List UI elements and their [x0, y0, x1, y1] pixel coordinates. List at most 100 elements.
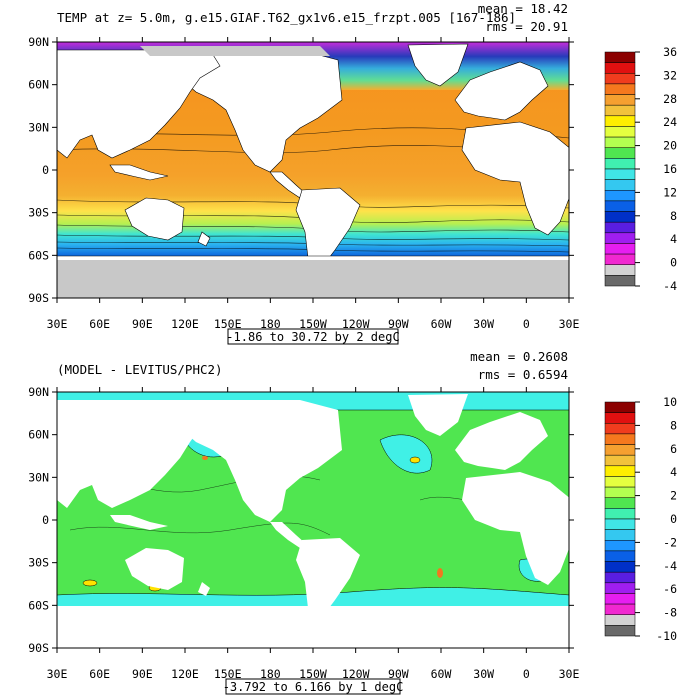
- stat-rms: rms = 20.91: [485, 19, 568, 34]
- colorbar-swatch: [604, 401, 636, 413]
- lon-tick-label: 90W: [388, 317, 409, 331]
- stat-rms: rms = 0.6594: [478, 367, 568, 382]
- lat-tick-label: 60S: [28, 598, 49, 612]
- colorbar-swatch: [604, 454, 636, 467]
- map-axes: 90N 60N 30N 0 30S 60S 90S 30E 60E 90E 120E 150E 180 1…: [28, 35, 579, 331]
- lon-tick-label: 0: [523, 667, 530, 681]
- range-label-box: [225, 678, 401, 695]
- colorbar-tick-label: -4: [663, 279, 677, 293]
- colorbar-swatch: [604, 529, 636, 541]
- colorbar-tick-label: 10: [663, 395, 677, 409]
- colorbar-swatch: [604, 211, 636, 223]
- colorbar-swatch: [604, 497, 636, 509]
- colorbar-tick-label: 8: [670, 418, 677, 432]
- colorbar-swatch: [604, 200, 636, 212]
- lat-tick-label: 30S: [28, 556, 49, 570]
- panel-title: (MODEL - LEVITUS/PHC2): [57, 362, 223, 377]
- lat-tick-label: 90S: [28, 291, 49, 305]
- colorbar-tick-label: 12: [663, 185, 677, 199]
- colorbar-swatch: [604, 232, 636, 244]
- lat-tick-label: 30N: [28, 120, 49, 134]
- colorbar-tick-label: -2: [663, 535, 677, 549]
- lon-tick-label: 30E: [559, 667, 580, 681]
- colorbar-swatch: [604, 83, 636, 95]
- colorbar-swatch: [604, 518, 636, 530]
- lon-tick-label: 0: [523, 317, 530, 331]
- colorbar-swatch: [604, 179, 636, 191]
- colorbar-swatch: [604, 423, 636, 435]
- colorbar-swatch: [604, 465, 636, 477]
- temperature-panel: TEMP at z= 5.0m, g.e15.GIAF.T62_gx1v6.e1…: [28, 1, 677, 345]
- colorbar-tick-label: 0: [670, 256, 677, 270]
- range-label: -1.86 to 30.72 by 2 degC: [226, 330, 399, 344]
- lon-tick-label: 120E: [171, 667, 199, 681]
- lon-tick-label: 30E: [47, 667, 68, 681]
- colorbar-swatch: [604, 115, 636, 127]
- colorbar-swatch: [604, 561, 636, 573]
- lon-tick-label: 60E: [89, 317, 110, 331]
- lon-tick-label: 150W: [299, 317, 327, 331]
- lon-tick-label: 30W: [473, 317, 494, 331]
- colorbar-tick-label: -6: [663, 582, 677, 596]
- colorbar-swatch: [604, 136, 636, 148]
- colorbar-swatch: [604, 126, 636, 138]
- colorbar-swatch: [604, 147, 636, 159]
- colorbar-swatch: [604, 62, 636, 74]
- colorbar-swatch: [604, 243, 636, 255]
- colorbar-swatch: [604, 94, 636, 106]
- colorbar-swatch: [604, 190, 636, 202]
- lon-tick-label: 120E: [171, 317, 199, 331]
- colorbar-tick-label: 4: [670, 465, 677, 479]
- lat-tick-label: 90S: [28, 641, 49, 655]
- lon-tick-label: 90E: [132, 667, 153, 681]
- colorbar-swatch: [604, 603, 636, 615]
- colorbar-swatch: [604, 275, 636, 287]
- lon-tick-label: 30E: [47, 317, 68, 331]
- lat-tick-label: 30S: [28, 206, 49, 220]
- colorbar-swatch: [604, 571, 636, 584]
- colorbar-swatch: [604, 540, 636, 552]
- colorbar-swatch: [604, 508, 636, 520]
- colorbar-swatch: [604, 168, 636, 180]
- lon-tick-label: 180: [260, 667, 281, 681]
- lon-tick-label: 90E: [132, 317, 153, 331]
- colorbar-tick-label: 32: [663, 68, 677, 82]
- range-label-box: [227, 328, 399, 345]
- colorbar-swatch: [604, 614, 636, 626]
- colorbar-tick-label: 4: [670, 232, 677, 246]
- colorbar-tick-label: -10: [656, 629, 677, 643]
- lon-tick-label: 30E: [559, 317, 580, 331]
- lat-tick-label: 60S: [28, 248, 49, 262]
- colorbar-swatch: [604, 104, 636, 117]
- lat-tick-label: 90N: [28, 385, 49, 399]
- range-label: -3.792 to 6.166 by 1 degC: [223, 680, 404, 694]
- lat-tick-label: 60N: [28, 78, 49, 92]
- lat-tick-label: 30N: [28, 470, 49, 484]
- lon-tick-label: 180: [260, 317, 281, 331]
- colorbar-swatch: [604, 412, 636, 424]
- colorbar-swatch: [604, 433, 636, 445]
- lat-tick-label: 0: [42, 163, 49, 177]
- lat-tick-label: 0: [42, 513, 49, 527]
- map-axes: 90N 60N 30N 0 30S 60S 90S 30E 60E 90E 120E 150E 180 1…: [28, 385, 579, 681]
- lat-tick-label: 60N: [28, 428, 49, 442]
- colorbar-tick-label: 24: [663, 115, 677, 129]
- colorbar-swatch: [604, 221, 636, 234]
- lon-tick-label: 120W: [342, 667, 370, 681]
- colorbar-tick-label: 20: [663, 139, 677, 153]
- colorbar-tick-label: 2: [670, 489, 677, 503]
- colorbar-swatch: [604, 444, 636, 456]
- colorbar-swatch: [604, 51, 636, 63]
- colorbar: 10 8 6 4 2 0 -2 -4 -6 -8 -10: [604, 395, 677, 643]
- colorbar: 36 32 28 24 20 16 12 8 4 0 -4: [604, 45, 677, 293]
- colorbar-tick-label: 16: [663, 162, 677, 176]
- difference-panel: (MODEL - LEVITUS/PHC2) mean = 0.2608 rms…: [28, 349, 677, 695]
- colorbar-swatch: [604, 476, 636, 488]
- lon-tick-label: 60E: [89, 667, 110, 681]
- lon-tick-label: 60W: [431, 667, 452, 681]
- lon-tick-label: 90W: [388, 667, 409, 681]
- colorbar-tick-label: 6: [670, 442, 677, 456]
- panel-title: TEMP at z= 5.0m, g.e15.GIAF.T62_gx1v6.e1…: [57, 10, 516, 25]
- colorbar-tick-label: -8: [663, 606, 677, 620]
